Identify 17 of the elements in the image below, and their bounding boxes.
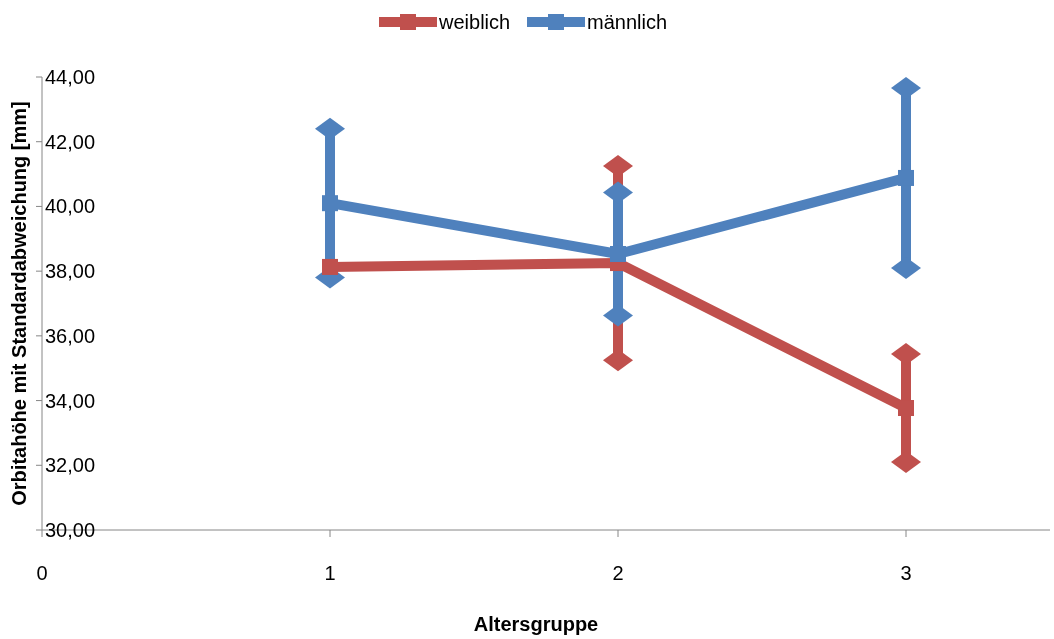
- legend-label: weiblich: [438, 11, 511, 33]
- y-tick-label: 38,00: [44, 260, 96, 283]
- y-tick-label: 34,00: [44, 389, 96, 412]
- point: [322, 258, 338, 275]
- x-axis-title: Altersgruppe: [473, 613, 599, 635]
- y-tick-label: 36,00: [44, 324, 96, 347]
- x-tick-label: 1: [324, 562, 336, 584]
- y-tick-label: 30,00: [44, 519, 96, 541]
- y-tick-label: 42,00: [44, 130, 96, 153]
- x-tick-label: 2: [612, 562, 624, 584]
- legend-label: männlich: [587, 11, 668, 33]
- x-tick-label: 0: [36, 562, 48, 584]
- y-axis-title: Orbitahöhe mit Standardabweichung [mm]: [8, 101, 30, 506]
- x-tick-label: 3: [900, 562, 912, 584]
- y-tick-label: 40,00: [44, 195, 96, 218]
- y-tick-label: 32,00: [44, 454, 96, 477]
- y-tick-label: 44,00: [44, 66, 96, 88]
